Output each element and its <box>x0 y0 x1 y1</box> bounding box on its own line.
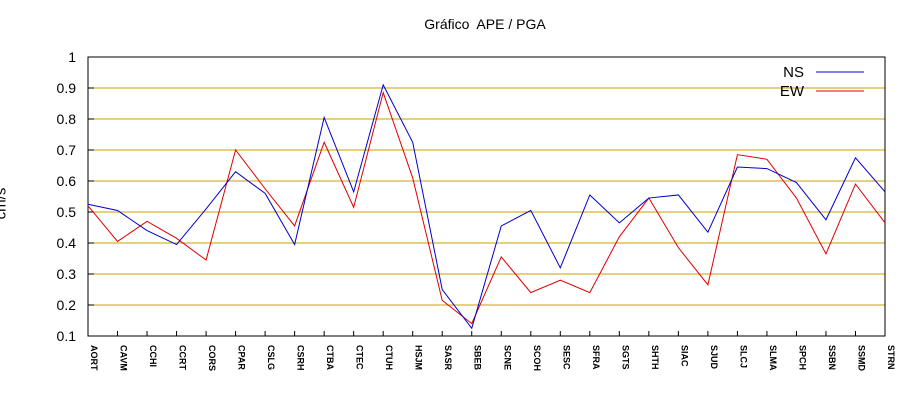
y-tick-label: 1 <box>68 49 76 65</box>
grid-layer <box>88 87 885 306</box>
x-tick-label: SHTH <box>650 345 660 370</box>
x-tick-label: CCHI <box>148 345 158 367</box>
y-tick-label: 0.9 <box>57 80 77 96</box>
x-tick-label: SFRA <box>591 345 601 370</box>
x-tick-label: SASR <box>443 345 453 371</box>
y-tick-label: 0.8 <box>57 111 77 127</box>
y-tick-label: 0.6 <box>57 173 77 189</box>
x-tick-label: STRN <box>886 345 896 370</box>
y-tick-label: 0.2 <box>57 297 77 313</box>
x-tick-label: SSBN <box>827 345 837 370</box>
x-tick-label: SCOH <box>532 345 542 371</box>
x-tick-label: CTBA <box>325 345 335 370</box>
x-tick-label: SSMD <box>856 345 866 372</box>
chart-title: Gráfico APE / PGA <box>424 16 546 32</box>
x-tick-label: CSRH <box>296 345 306 371</box>
legend-label-ew: EW <box>780 83 805 100</box>
series-line-ew <box>87 90 886 325</box>
x-tick-label: SBEB <box>473 345 483 371</box>
y-tick-label: 0.7 <box>57 142 77 158</box>
y-tick-label: 0.5 <box>57 204 77 220</box>
y-tick-label: 0.1 <box>57 328 77 344</box>
y-ticks: 0.1 0.2 0.3 0.4 0.5 0.6 0.7 0.8 0.9 1 <box>57 49 94 344</box>
x-tick-label: SIAC <box>679 345 689 367</box>
x-tick-label: CORS <box>207 345 217 371</box>
x-tick-label: HSJM <box>414 345 424 370</box>
y-tick-label: 0.4 <box>57 235 77 251</box>
x-tick-label: CSLG <box>266 345 276 370</box>
x-tick-label: CTUH <box>384 345 394 370</box>
plot-frame <box>87 56 886 337</box>
legend: NS EW <box>780 64 864 100</box>
legend-label-ns: NS <box>783 64 804 81</box>
y-tick-label: 0.3 <box>57 266 77 282</box>
series-layer <box>87 83 886 330</box>
x-tick-label: CAVM <box>119 345 129 371</box>
x-tick-label: SPCH <box>797 345 807 370</box>
x-tick-label: SLMA <box>768 345 778 371</box>
x-tick-label: SLCJ <box>738 345 748 368</box>
x-tick-label: CPAR <box>237 345 247 370</box>
x-tick-label: SJUD <box>709 345 719 370</box>
x-tick-label: SCNE <box>502 345 512 370</box>
series-line-ns <box>87 83 886 330</box>
x-ticks: AORT CAVM CCHI CCRT CORS CPAR CSLG CSRH CTBA CTEC… <box>87 331 896 372</box>
x-tick-label: AORT <box>89 345 99 371</box>
x-tick-label: CCRT <box>178 345 188 370</box>
x-tick-label: SGTS <box>620 345 630 370</box>
x-tick-label: SESC <box>561 345 571 370</box>
x-tick-label: CTEC <box>355 345 365 370</box>
